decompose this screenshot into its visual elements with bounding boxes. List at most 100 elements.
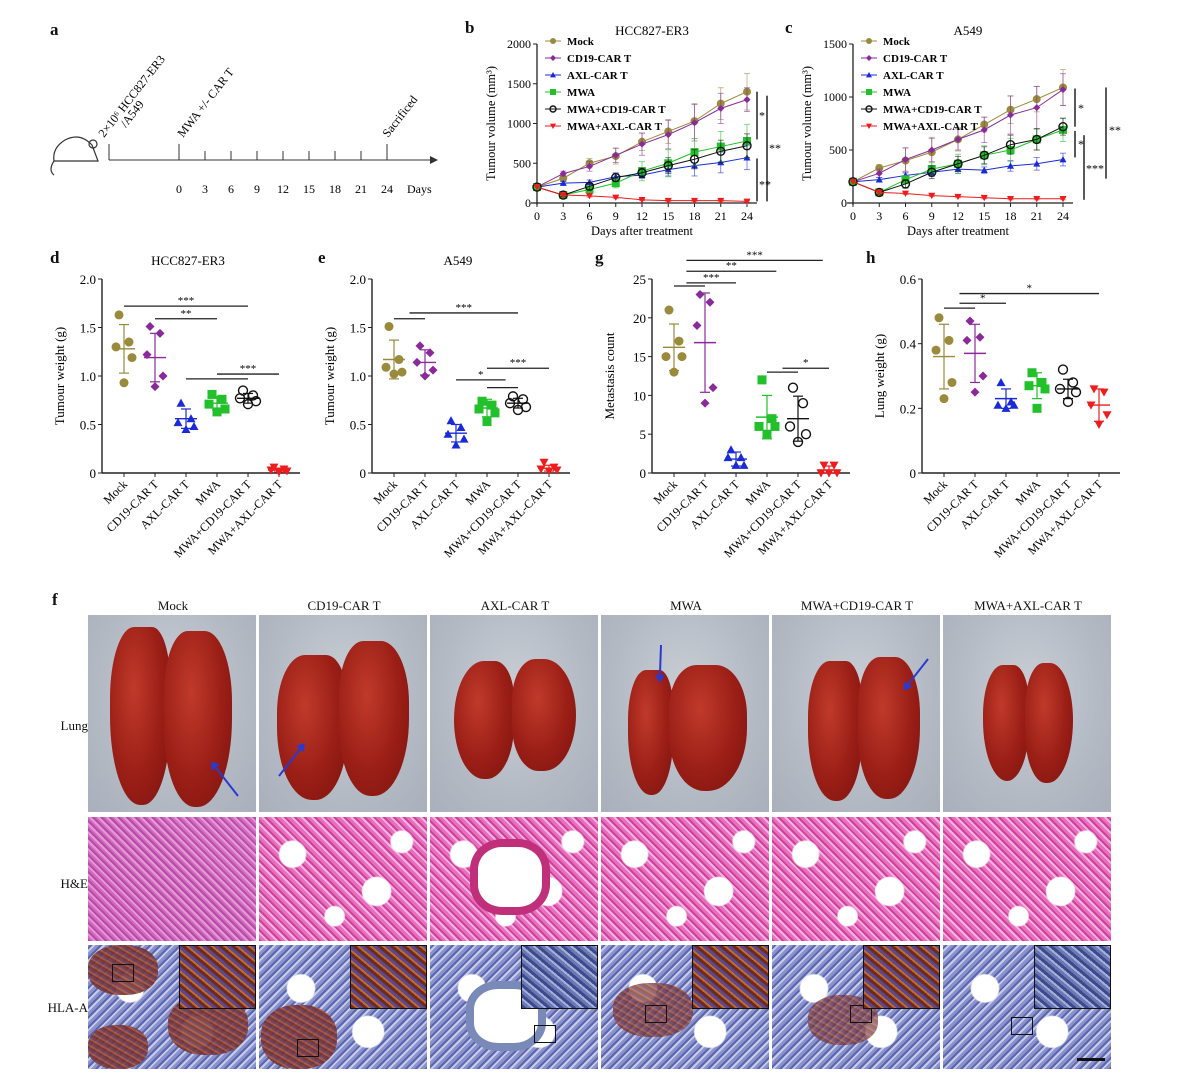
group-mwa [204,389,230,417]
y-tick-label: 0.2 [900,401,916,416]
y-tick-label: 1000 [823,90,847,104]
inv-triangle-marker [552,466,562,475]
circle-marker [664,305,674,315]
inv-triangle-marker [816,469,826,478]
triangle-marker [173,418,183,427]
y-tick-label: 1500 [823,37,847,51]
circle-marker [677,352,687,362]
diamond-marker [550,55,556,61]
x-tick-label: 9 [613,209,619,223]
open-circle-marker [1058,121,1068,132]
square-marker [611,179,620,188]
legend-label: MWA+AXL-CAR T [567,121,663,133]
y-tick-label: 0.5 [80,418,96,433]
row-label-lung: Lung [60,718,88,733]
legend: Mock CD19-CAR T AXL-CAR T MWA MWA+CD19-CAR T… [861,36,982,133]
diamond-marker [866,55,872,61]
square-marker [762,429,772,439]
tick-label: 6 [228,182,234,196]
open-circle-marker [1054,383,1066,395]
inv-triangle-marker [586,193,593,200]
open-circle-marker [979,150,989,161]
inv-triangle-marker [691,197,698,205]
ihc-image-mock [88,945,256,1069]
significance-marker: ** [726,260,737,272]
inv-triangle-marker [612,194,620,201]
lung-photo-axl [430,615,598,812]
triangle-marker [866,72,872,78]
inv-triangle-marker [282,467,292,476]
significance-marker: * [1027,283,1033,295]
x-axis-label: Days after treatment [591,224,694,238]
magnified-inset [178,945,256,1010]
series-mwa-cd19-car-t [848,117,1068,198]
y-axis-label: Tumour weight (g) [322,327,337,425]
legend: Mock CD19-CAR T AXL-CAR T MWA MWA+CD19-CAR T… [545,36,666,133]
square-marker [220,404,230,414]
magnified-inset [862,945,940,1010]
tick-label: 15 [303,182,315,196]
tick-label: 24 [381,182,393,196]
inv-triangle-marker [664,197,672,205]
diamond-marker [145,322,155,332]
x-tick-label: 3 [876,209,882,223]
triangle-marker [996,377,1006,387]
inv-triangle-marker [875,189,883,196]
triangle-marker [186,414,196,423]
inv-triangle-marker [866,123,872,129]
y-tick-label: 1.0 [350,369,366,384]
inv-triangle-marker [743,198,751,205]
triangle-marker [993,400,1003,409]
inv-triangle-marker [638,197,646,204]
y-axis-label: Metastasis count [602,332,617,419]
group-axl-car-t [173,398,199,433]
open-circle-marker [1062,396,1074,408]
group-cd19-car-t [142,322,168,392]
series-mwa-axl-car-t [533,184,751,205]
circle-marker [669,367,679,377]
circle-marker [939,394,949,404]
cells-label: 2×10⁶ HCC827-ER3 [95,52,168,139]
x-tick-label: 6 [903,209,909,223]
significance-marker: *** [703,272,720,284]
x-tick-label: 21 [1031,209,1043,223]
lung-photo-mwa-cd19 [772,615,940,812]
circle-marker [934,313,944,323]
panel-a-timeline: 0 3 6 9 12 15 18 21 24 2×10⁶ HCC827-ER3 /A549 MW… [50,52,438,196]
open-circle-marker [637,168,647,178]
inv-triangle-marker [1086,401,1096,410]
group-mock [111,310,137,388]
open-circle-marker [584,181,595,192]
inv-triangle-marker [559,192,567,199]
significance-marker: *** [1086,161,1104,175]
column-title-cd19: CD19-CAR T [307,598,381,613]
triangle-marker [189,421,199,431]
open-circle-marker [797,397,809,409]
group-mwa-axl-car-t [266,463,292,477]
y-tick-label: 0 [640,466,647,481]
inv-triangle-marker [533,184,541,191]
circle-marker [875,164,884,173]
y-tick-label: 2.0 [80,272,96,287]
x-tick-label: 0 [534,209,540,223]
significance-marker: *** [746,249,763,261]
group-cd19-car-t [962,316,988,397]
panel-h-letter: h [866,248,876,267]
lung-photo-mwa [601,615,769,812]
panel-c-letter: c [785,18,793,37]
x-tick-label: 15 [978,209,990,223]
diamond-marker [980,126,988,134]
group-cd19-car-t [412,341,438,381]
legend-label: MWA+CD19-CAR T [567,104,666,116]
magnified-inset [520,945,598,1010]
chart-tumour-volume-hcc827: HCC827-ER3 0 500 1000 1500 2000 0 3 6 9 12 15 18 21 24… [484,23,781,238]
y-tick-label: 15 [633,350,646,365]
column-title-mwa-cd19: MWA+CD19-CAR T [800,598,914,613]
significance-marker: ** [759,178,771,192]
diamond-marker [150,382,160,392]
row-label-he: H&E [60,876,88,891]
square-marker [1027,368,1037,378]
ihc-image-mwa-axl [943,945,1111,1069]
legend-label: AXL-CAR T [883,70,944,82]
